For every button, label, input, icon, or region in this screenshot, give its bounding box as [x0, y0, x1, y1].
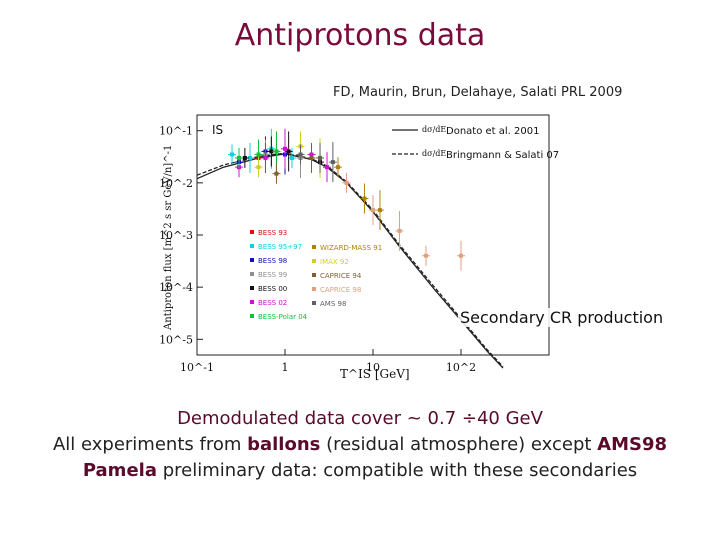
note-experiments-mid: (residual atmosphere) except — [320, 434, 598, 455]
data-point — [371, 208, 375, 213]
data-point — [286, 149, 291, 154]
legend-entry: WIZARD-MASS 91 — [320, 244, 382, 252]
legend-entry: AMS 98 — [320, 300, 346, 308]
data-point — [256, 165, 261, 170]
citation: FD, Maurin, Brun, Delahaye, Salati PRL 2… — [333, 85, 623, 100]
line-legend-symbol: dσ/dE — [422, 125, 446, 134]
data-point — [423, 253, 428, 258]
legend-entry: BESS 99 — [258, 271, 287, 279]
data-point — [274, 171, 279, 176]
note-pamela: Pamela preliminary data: compatible with… — [0, 460, 720, 481]
legend-entry: BESS 98 — [258, 257, 287, 265]
data-point — [230, 152, 235, 157]
data-point — [283, 146, 287, 151]
legend-entry: BESS 95+97 — [258, 243, 302, 251]
legend-marker — [312, 245, 316, 249]
x-tick-label: 10 — [366, 361, 380, 374]
data-point — [274, 149, 279, 154]
legend-marker — [312, 287, 316, 291]
note-experiments-pre: All experiments from — [52, 434, 248, 455]
y-tick-label: 10^-1 — [159, 125, 193, 138]
legend-marker — [250, 314, 254, 318]
line-legend-entry: Bringmann & Salati 07 — [446, 150, 559, 161]
data-point — [309, 155, 314, 160]
page-title: Antiprotons data — [234, 18, 486, 53]
legend-marker — [250, 286, 254, 290]
data-point — [459, 253, 463, 258]
x-tick-label: 10^-1 — [180, 361, 214, 374]
line-legend-entry: Donato et al. 2001 — [446, 126, 539, 137]
legend-marker — [312, 259, 316, 263]
data-point — [362, 196, 367, 201]
y-tick-label: 10^-2 — [159, 177, 193, 190]
note-experiments: All experiments from ballons (residual a… — [0, 434, 720, 455]
data-point — [263, 155, 268, 160]
data-point — [330, 160, 335, 165]
legend-marker — [250, 300, 254, 304]
y-tick-label: 10^-3 — [159, 229, 193, 242]
legend-marker — [312, 301, 316, 305]
data-point — [269, 149, 274, 154]
data-point — [335, 165, 340, 170]
note-pamela-bold: Pamela — [82, 460, 157, 481]
data-point — [324, 165, 329, 170]
note-ams98: AMS98 — [597, 434, 668, 455]
theory-curve — [196, 152, 504, 368]
data-point — [318, 155, 323, 160]
data-point — [298, 152, 303, 157]
data-point — [256, 152, 261, 157]
legend-entry: IMAX 92 — [320, 258, 349, 266]
data-point — [377, 208, 382, 213]
legend-entry: BESS 02 — [258, 299, 287, 307]
note-energy-range: Demodulated data cover ~ 0.7 ÷40 GeV — [177, 408, 543, 429]
data-point — [397, 228, 402, 233]
legend-marker — [312, 273, 316, 277]
y-tick-label: 10^-4 — [159, 281, 193, 294]
legend-marker — [250, 244, 254, 248]
data-point — [242, 155, 247, 160]
note-pamela-post: preliminary data: compatible with these … — [156, 460, 638, 481]
legend-entry: BESS 00 — [258, 285, 287, 293]
y-axis-label: Antiproton flux [m^2 s sr GeV/n]^-1 — [163, 145, 174, 331]
legend-marker — [250, 272, 254, 276]
secondary-cr-label: Secondary CR production — [458, 308, 666, 327]
data-point — [289, 155, 294, 160]
legend-entry: CAPRICE 94 — [320, 272, 362, 280]
line-legend-symbol: dσ/dE — [422, 149, 446, 158]
data-point — [344, 180, 349, 185]
y-tick-label: 10^-5 — [159, 333, 193, 346]
note-ballons: ballons — [247, 434, 321, 455]
data-point — [236, 155, 241, 160]
legend-marker — [250, 258, 254, 262]
panel-label: IS — [212, 123, 223, 137]
x-axis-label: T^IS [GeV] — [340, 367, 410, 381]
data-point — [247, 155, 252, 160]
x-tick-label: 1 — [282, 361, 289, 374]
legend-entry: BESS-Polar 04 — [258, 313, 308, 321]
legend-entry: CAPRICE 98 — [320, 286, 361, 294]
x-tick-label: 10^2 — [446, 361, 476, 374]
legend-entry: BESS 93 — [258, 229, 287, 237]
legend-marker — [250, 230, 254, 234]
